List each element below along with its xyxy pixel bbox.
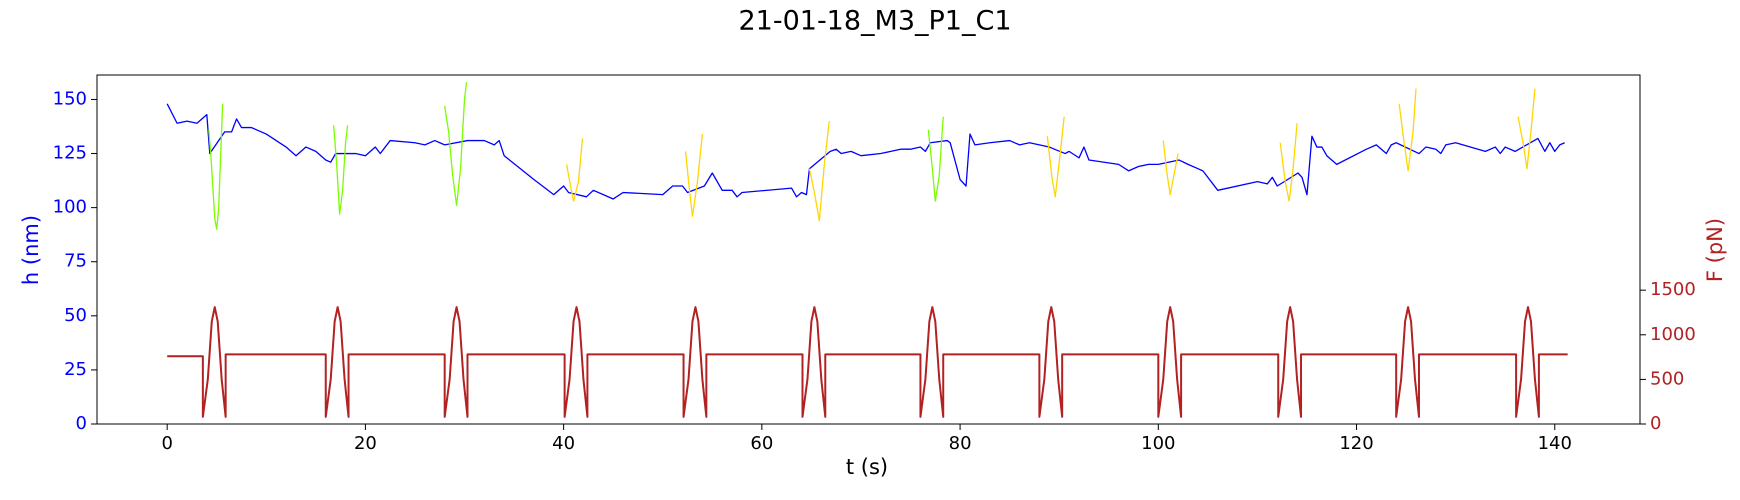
- y2-axis-label: F (pN): [1703, 218, 1727, 282]
- y-axis-label: h (nm): [19, 215, 43, 285]
- x-tick-label: 60: [750, 433, 773, 454]
- x-tick-label: 100: [1141, 433, 1175, 454]
- x-tick-label: 0: [161, 433, 172, 454]
- y-tick-label: 100: [53, 197, 87, 218]
- y-tick-label: 0: [76, 413, 87, 434]
- data-line: [208, 82, 944, 230]
- y2-tick-label: 1000: [1650, 324, 1696, 345]
- y-tick-label: 150: [53, 88, 87, 109]
- x-tick-label: 80: [949, 433, 972, 454]
- y-tick-label: 50: [64, 305, 87, 326]
- y2-tick-label: 500: [1650, 368, 1684, 389]
- x-tick-label: 140: [1538, 433, 1572, 454]
- data-line: [565, 88, 1536, 222]
- x-tick-label: 20: [354, 433, 377, 454]
- y-tick-label: 75: [64, 251, 87, 272]
- x-tick-label: 40: [552, 433, 575, 454]
- y2-tick-label: 0: [1650, 413, 1661, 434]
- y-tick-label: 25: [64, 359, 87, 380]
- plot-frame: [96, 74, 1641, 425]
- y2-tick-label: 1500: [1650, 279, 1696, 300]
- data-line: [167, 306, 1568, 418]
- x-tick-label: 120: [1339, 433, 1373, 454]
- data-line: [166, 103, 1565, 200]
- x-axis-label: t (s): [846, 455, 888, 479]
- y-tick-label: 125: [53, 143, 87, 164]
- chart-title: 21-01-18_M3_P1_C1: [738, 6, 1011, 37]
